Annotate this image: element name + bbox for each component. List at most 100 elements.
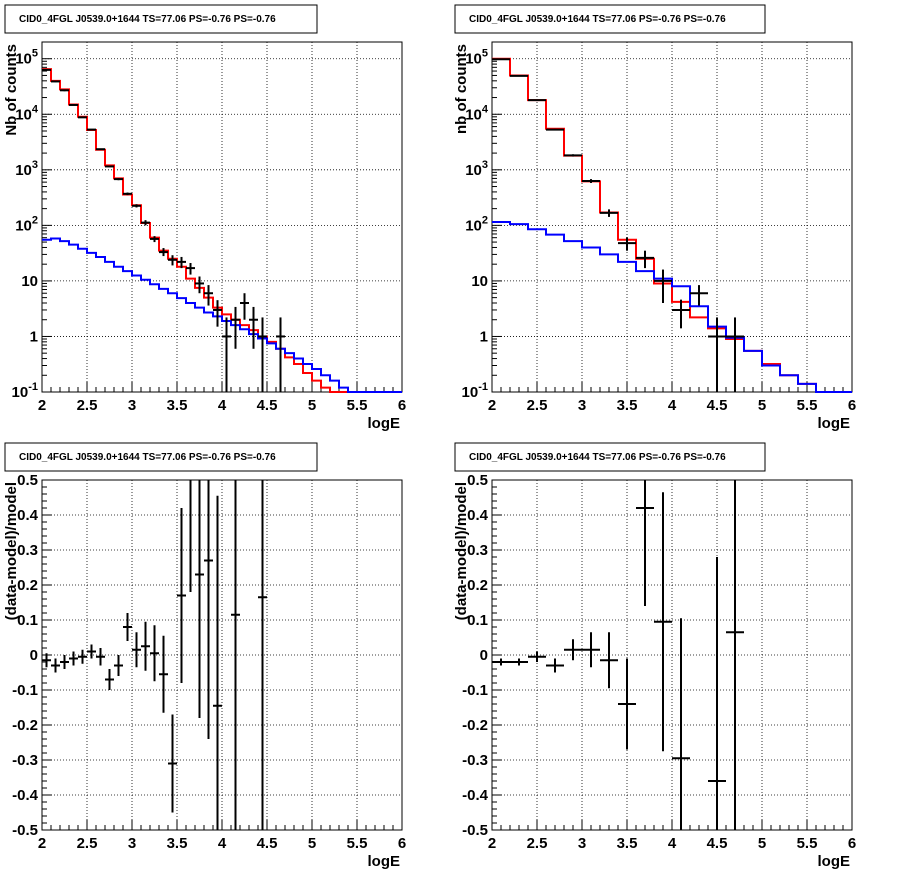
data-point (105, 165, 114, 168)
data-point (213, 495, 222, 830)
data-point (690, 285, 708, 306)
data-point (96, 148, 105, 151)
y-tick-label: 10-1 (462, 381, 488, 401)
data-point (87, 128, 96, 131)
data-point (249, 306, 258, 349)
x-tick-label: 4 (668, 397, 677, 414)
data-point (123, 613, 132, 641)
x-tick-label: 3 (578, 835, 586, 852)
data-point (258, 480, 267, 830)
data-point (60, 89, 69, 92)
data-point (168, 255, 177, 266)
y-axis-title: nb of counts (453, 44, 470, 134)
data-point (726, 480, 744, 830)
x-tick-label: 2.5 (77, 835, 98, 852)
data-point (96, 648, 105, 666)
x-tick-label: 2 (38, 397, 46, 414)
x-tick-label: 4 (668, 835, 677, 852)
x-axis-title: logE (368, 415, 401, 432)
x-tick-label: 2 (38, 835, 46, 852)
x-tick-label: 5.5 (347, 835, 368, 852)
data-point (69, 651, 78, 666)
x-axis: 2 2.5 3 3.5 4 4.5 5 5.5 6 (38, 382, 406, 414)
x-tick-label: 3 (128, 397, 136, 414)
data-point (195, 276, 204, 294)
data-point (42, 68, 51, 71)
x-tick-label: 4.5 (707, 835, 728, 852)
data-point (672, 618, 690, 830)
data-point (582, 179, 600, 183)
data-point (528, 651, 546, 662)
x-tick-label: 6 (398, 397, 406, 414)
y-tick-label: 0.3 (17, 542, 38, 559)
x-tick-label: 3.5 (617, 397, 638, 414)
y-tick-label: -0.3 (462, 752, 488, 769)
data-point (159, 635, 168, 713)
data-point (150, 625, 159, 682)
data-point (636, 250, 654, 269)
data-point (141, 621, 150, 671)
data-point (231, 306, 240, 349)
x-tick-label: 4.5 (257, 397, 278, 414)
x-axis: 2 2.5 3 3.5 4 4.5 5 5.5 6 (488, 382, 856, 414)
x-tick-label: 5 (308, 397, 316, 414)
chart-panel-3: CID0_4FGL J0539.0+1644 TS=77.06 PS=-0.76… (3, 442, 406, 870)
x-tick-label: 2 (488, 835, 496, 852)
data-point (150, 236, 159, 243)
y-tick-label: 10 (21, 273, 38, 290)
x-tick-label: 2.5 (527, 835, 548, 852)
y-tick-label: 0.1 (17, 612, 38, 629)
x-tick-label: 5.5 (797, 835, 818, 852)
y-tick-label: 102 (15, 214, 38, 234)
data-point (60, 655, 69, 669)
y-tick-label: -0.5 (12, 822, 38, 839)
data-point (600, 209, 618, 217)
y-axis: 10-1 1 10 102 103 104 105 (462, 41, 502, 401)
data-point (654, 492, 672, 752)
x-tick-label: 6 (848, 397, 856, 414)
y-tick-label: -0.2 (462, 717, 488, 734)
data-point (177, 508, 186, 683)
data-point (276, 317, 285, 392)
x-tick-label: 5 (308, 835, 316, 852)
x-axis-title: logE (818, 853, 851, 870)
data-point (78, 649, 87, 664)
x-tick-label: 4.5 (707, 397, 728, 414)
y-tick-label: 0.1 (467, 612, 488, 629)
y-axis-title: (data-model)/model (453, 482, 470, 620)
y-tick-label: -0.3 (12, 752, 38, 769)
y-tick-label: 103 (465, 159, 488, 179)
chart-title: CID0_4FGL J0539.0+1644 TS=77.06 PS=-0.76… (469, 14, 726, 25)
y-axis: -0.5 -0.4 -0.3 -0.2 -0.1 0 0.1 0.2 0.3 0.4 0.5 (12, 472, 52, 839)
x-tick-label: 3 (578, 397, 586, 414)
y-axis-title: Nb of counts (3, 44, 20, 136)
data-point (87, 644, 96, 659)
data-point (51, 80, 60, 83)
data-point (186, 263, 195, 275)
y-tick-label: 105 (15, 48, 38, 68)
data-point (168, 714, 177, 813)
y-tick-label: 0 (30, 647, 38, 664)
chart-title: CID0_4FGL J0539.0+1644 TS=77.06 PS=-0.76… (469, 452, 726, 463)
data-point (258, 317, 267, 392)
y-tick-label: 103 (15, 159, 38, 179)
data-point (132, 632, 141, 668)
x-tick-label: 3 (128, 835, 136, 852)
data-point (672, 299, 690, 329)
data-point (141, 220, 150, 226)
data-point (564, 154, 582, 157)
y-axis-title: (data-model)/model (3, 482, 20, 620)
title-box (4, 4, 318, 34)
data-point (222, 317, 231, 392)
data-point (618, 658, 636, 750)
data-point (69, 103, 78, 106)
x-axis: 2 2.5 3 3.5 4 4.5 5 5.5 6 (38, 820, 406, 852)
y-tick-label: 102 (465, 214, 488, 234)
title-box (454, 442, 766, 472)
y-tick-label: -0.1 (462, 682, 488, 699)
data-point (42, 653, 51, 668)
grid (42, 480, 402, 830)
data-point (510, 74, 528, 77)
data-point (528, 99, 546, 102)
data-point (114, 655, 123, 676)
